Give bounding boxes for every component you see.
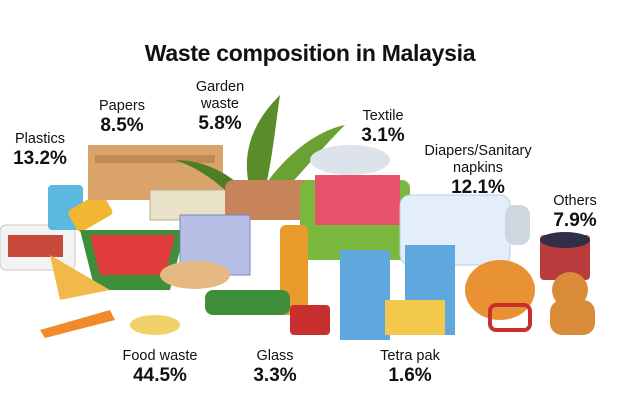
item-value: 3.3% [253,365,297,386]
item-value: 13.2% [13,148,67,169]
item-name: Textile [362,108,404,124]
tray-content [8,235,63,257]
item-value: 1.6% [388,365,432,386]
item-value: 12.1% [451,177,505,198]
item-name: Others [553,193,597,209]
item-value: 7.9% [553,210,597,231]
teddy-body [550,300,595,335]
leaf [246,95,280,190]
item-name: Diapers/Sanitary napkins [424,143,532,176]
cloth [310,145,390,175]
item-value: 3.1% [361,125,405,146]
teddy-head [552,272,588,308]
milk-carton [340,250,390,340]
cardboard-stripe [95,155,215,163]
item-value: 5.8% [198,113,242,134]
item-name: Tetra pak [380,348,440,364]
item-name: Papers [99,98,145,114]
waste-item: Garden waste 5.8% [190,79,250,135]
glasses [488,303,532,332]
item-value: 8.5% [100,115,144,136]
bread [160,261,230,289]
cloth-pink [315,175,400,225]
watermelon-flesh [90,235,175,275]
waste-item: Food waste 44.5% [100,348,220,387]
butter [385,300,445,335]
leaf [265,125,345,195]
item-value: 44.5% [133,365,187,386]
item-name: Plastics [15,131,65,147]
jar-top [540,232,590,248]
item-name: Garden waste [195,79,245,112]
carrot [40,310,115,338]
item-name: Food waste [122,348,198,364]
bottle-green [205,290,290,315]
waste-item: Diapers/Sanitary napkins 12.1% [411,143,546,199]
plastic-bottle [68,193,113,232]
item-name: Glass [256,348,294,364]
banana [130,315,180,335]
waste-item: Plastics 13.2% [0,131,85,170]
waste-item: Others 7.9% [535,193,615,232]
pizza [50,255,110,300]
waste-item: Papers 8.5% [77,98,167,137]
can-lid [505,205,530,245]
title: Waste composition in Malaysia [144,40,476,66]
waste-item: Tetra pak 1.6% [360,348,460,387]
ball [465,260,535,320]
waste-item: Glass 3.3% [235,348,315,387]
broken-glass [290,305,330,335]
log [225,180,315,220]
waste-item: Textile 3.1% [338,108,428,147]
